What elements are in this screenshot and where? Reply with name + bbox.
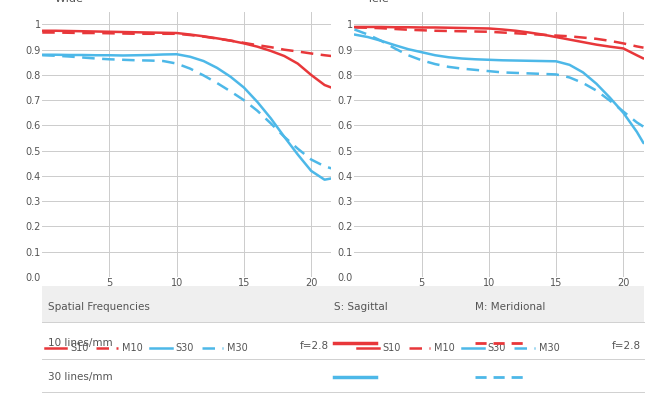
- Legend: S10, M10, S30, M30: S10, M10, S30, M30: [41, 339, 252, 357]
- Legend: S10, M10, S30, M30: S10, M10, S30, M30: [353, 339, 564, 357]
- Text: f=2.8: f=2.8: [612, 340, 641, 351]
- Bar: [42, 286, 644, 323]
- Text: f=2.8: f=2.8: [299, 340, 328, 351]
- Text: 30 lines/mm: 30 lines/mm: [48, 372, 113, 381]
- Text: S: Sagittal: S: Sagittal: [334, 302, 387, 312]
- Text: • Tele: • Tele: [358, 0, 389, 4]
- Text: 10 lines/mm: 10 lines/mm: [48, 338, 113, 348]
- Text: Spatial Frequencies: Spatial Frequencies: [48, 302, 150, 312]
- Text: M: Meridional: M: Meridional: [475, 302, 545, 312]
- Text: • Wide: • Wide: [45, 0, 83, 4]
